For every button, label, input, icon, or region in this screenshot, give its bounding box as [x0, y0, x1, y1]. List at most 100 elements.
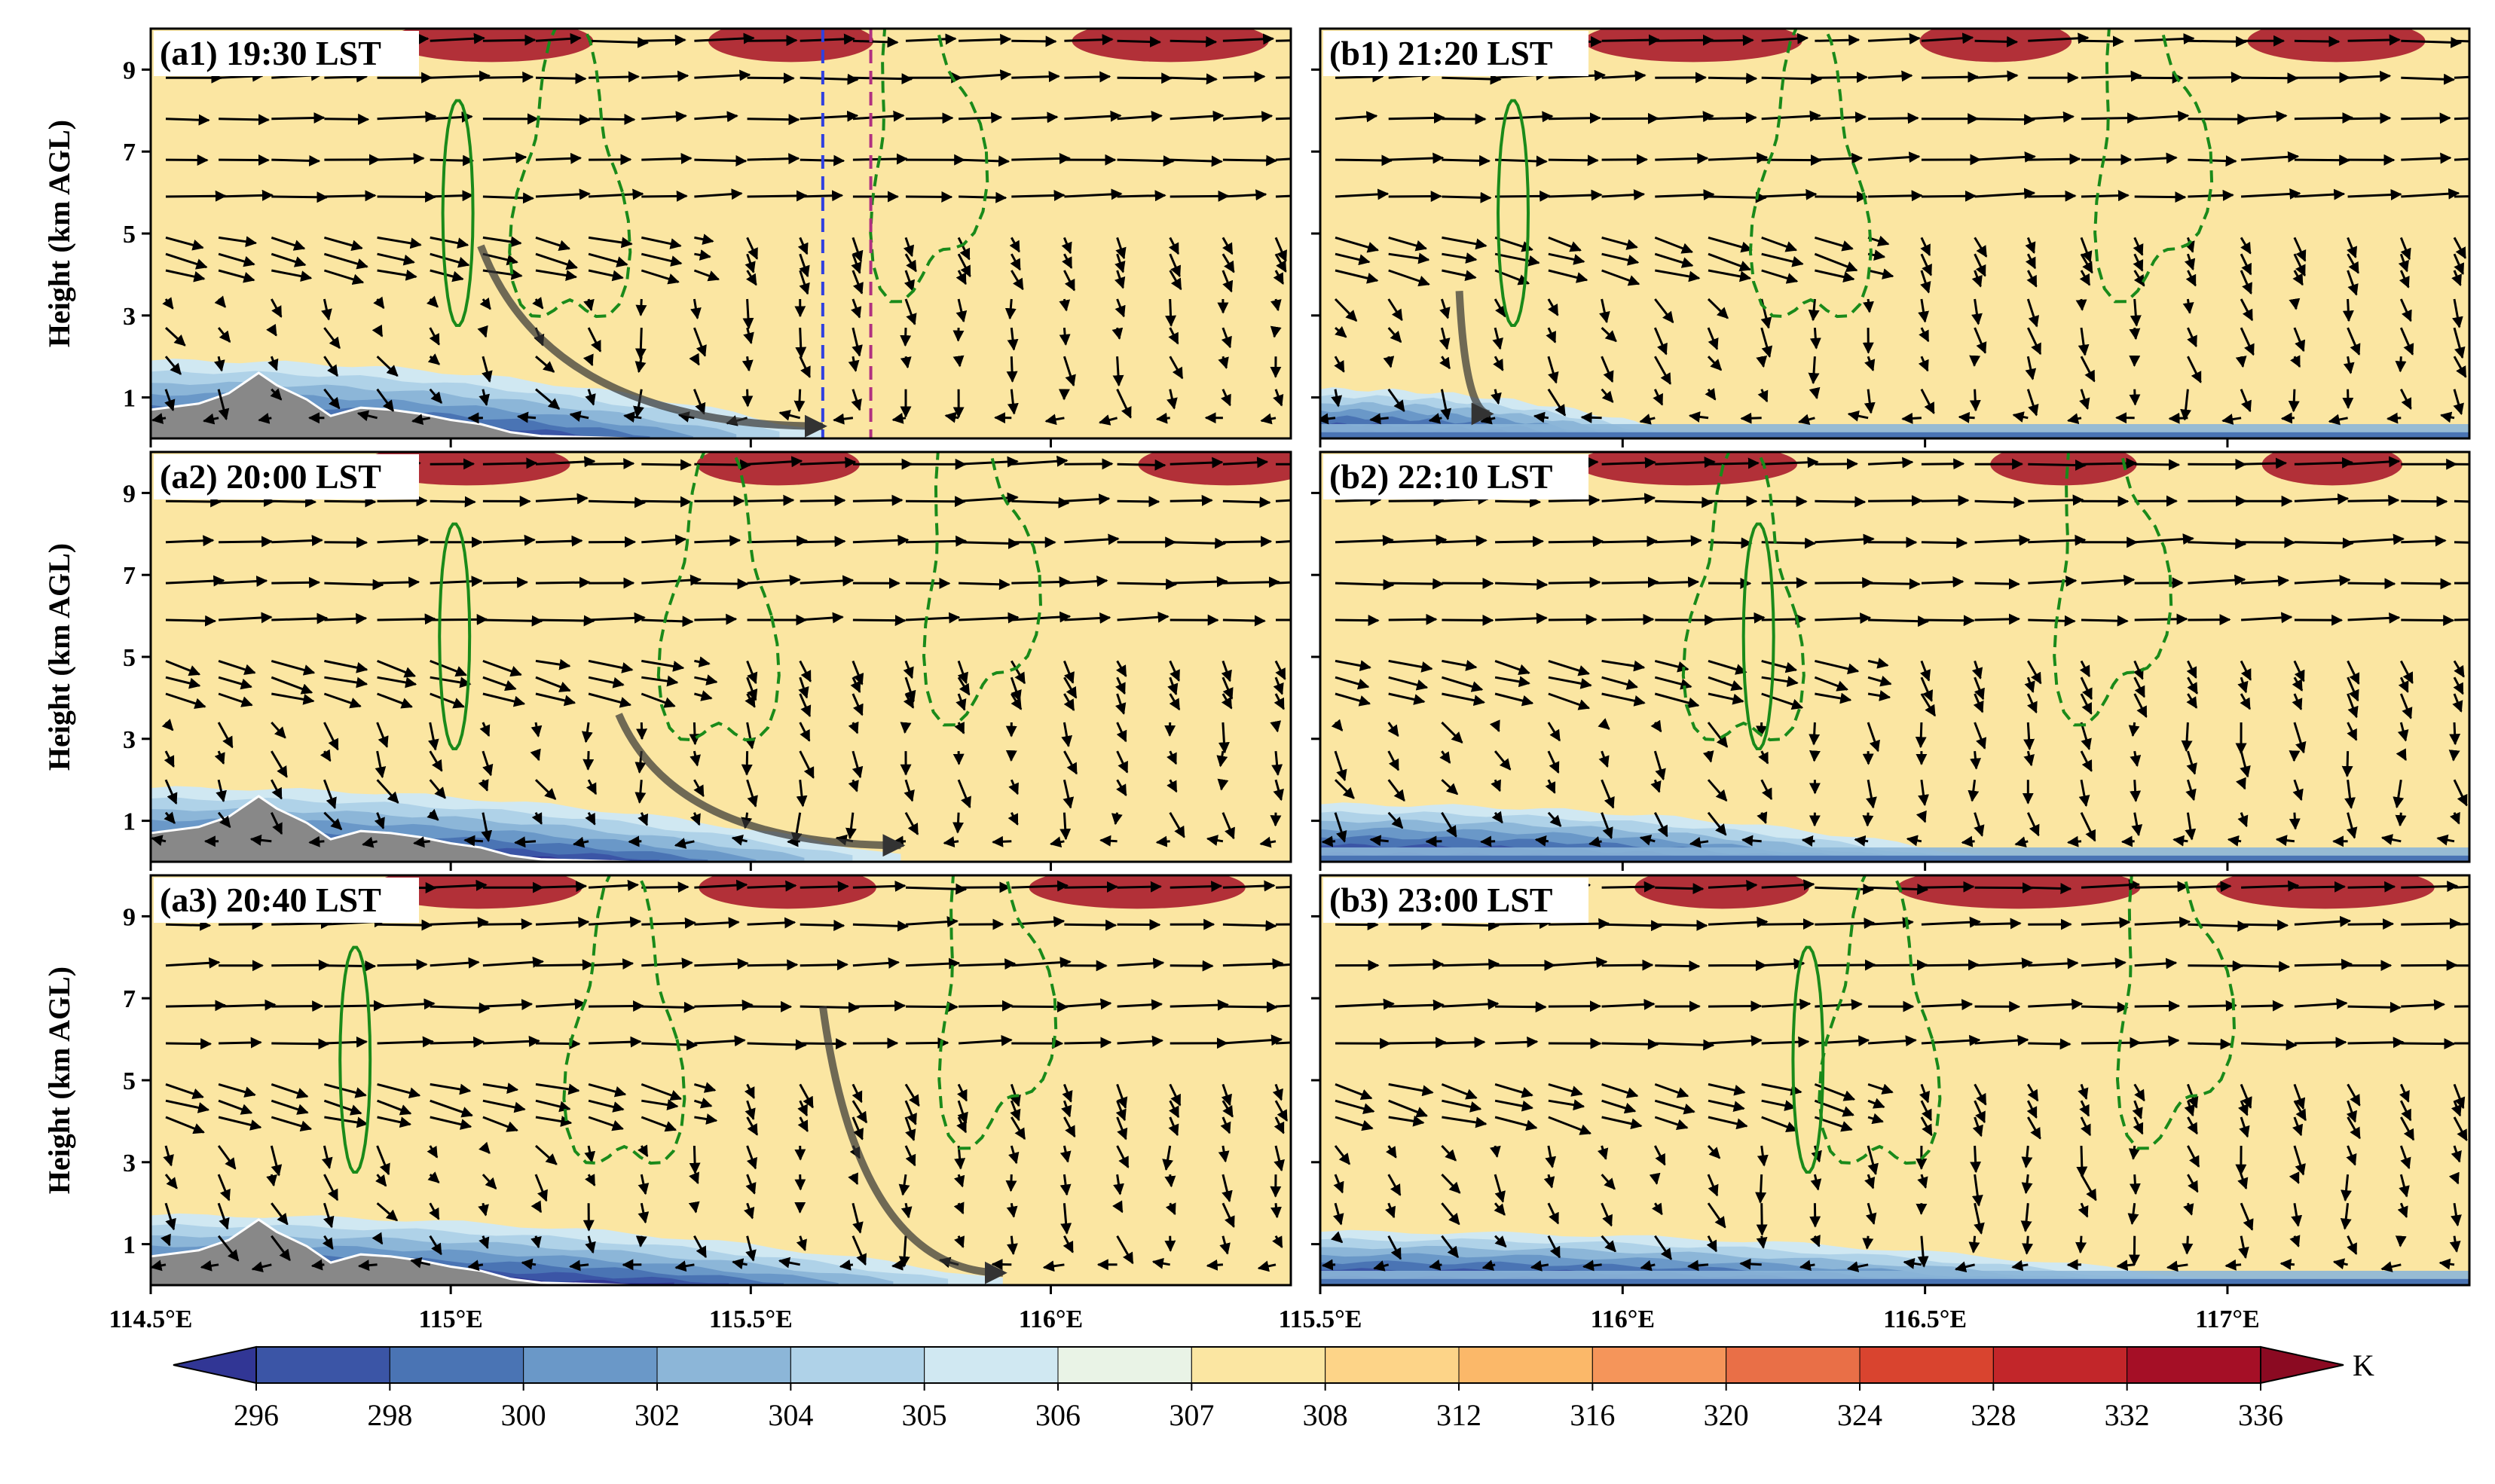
wind-vector [898, 1174, 910, 1196]
cloud-contour-dashed [508, 29, 632, 319]
wind-vector [1275, 39, 1291, 42]
panel-title-text: (a3) 20:40 LST [160, 881, 381, 919]
colorbar-tick-label: 302 [634, 1398, 680, 1432]
wind-vector [746, 1145, 758, 1170]
wind-vector [373, 296, 385, 310]
wind-vector [271, 1000, 324, 1012]
wind-vector [161, 1233, 171, 1247]
wind-vector [1061, 722, 1073, 747]
wind-vector [641, 615, 694, 627]
panel-title-text: (a1) 19:30 LST [160, 34, 381, 72]
wind-vector [904, 253, 917, 273]
wind-vector [1388, 111, 1445, 124]
wind-vector [1064, 188, 1123, 200]
wind-vector [799, 722, 811, 742]
wind-vector [376, 388, 395, 412]
wind-vector [1442, 252, 1478, 264]
wind-vector [1815, 959, 1876, 971]
wind-vector [797, 1116, 809, 1133]
wind-vector [745, 1100, 756, 1121]
wind-vector [429, 779, 446, 799]
wind-vector [1260, 413, 1277, 425]
wind-vector [1739, 1258, 1762, 1270]
wind-vector [1117, 999, 1163, 1011]
wind-vector [1335, 236, 1380, 253]
wind-vector [799, 750, 815, 779]
wind-vector [1442, 958, 1500, 970]
wind-vector [371, 324, 384, 337]
wind-vector [2134, 613, 2188, 625]
wind-vector [1011, 611, 1072, 623]
wind-vector [1114, 298, 1126, 318]
wind-vector [377, 576, 420, 588]
wind-vector [795, 328, 807, 359]
wind-vector [535, 152, 582, 164]
wind-vector [1116, 779, 1127, 797]
wind-vector [1011, 111, 1059, 124]
wind-vector [2347, 1037, 2405, 1049]
wind-vector [903, 237, 915, 258]
wind-vector [904, 811, 919, 835]
wind-vector [2224, 1259, 2242, 1271]
wind-vector [2398, 253, 2409, 273]
wind-vector [217, 327, 231, 343]
cloud-contour-solid [438, 522, 472, 750]
wind-vector [746, 1116, 759, 1136]
wind-vector [589, 458, 635, 470]
wind-vector [694, 234, 714, 246]
wind-vector [2188, 1038, 2232, 1050]
wind-vector [957, 660, 968, 685]
wind-vector [1655, 152, 1709, 164]
wind-vector [800, 919, 845, 931]
wind-vector [1971, 298, 1983, 325]
wind-vector [164, 1202, 176, 1231]
wind-vector [2134, 110, 2190, 122]
wind-vector [641, 1116, 677, 1132]
wind-vector [747, 456, 803, 468]
colorbar-tick-label: 296 [234, 1398, 279, 1432]
y-tick-label: 9 [123, 903, 136, 931]
wind-vector [323, 722, 339, 751]
colorbar-tick-label: 312 [1436, 1398, 1481, 1432]
wind-vector [1222, 576, 1280, 588]
wind-vector [641, 70, 689, 82]
wind-vector [693, 779, 705, 798]
wind-vector [2347, 112, 2392, 124]
wind-vector [1495, 579, 1549, 591]
wind-vector [430, 70, 491, 82]
wind-vector [376, 722, 389, 748]
wind-vector [900, 328, 912, 347]
wind-vector [2129, 327, 2141, 340]
wind-vector [249, 834, 272, 846]
panel-b1: (b1) 21:20 LST [1319, 27, 2471, 440]
wind-vector [535, 114, 591, 126]
wind-vector [1011, 496, 1070, 508]
panel-b2: (b2) 22:10 LST [1319, 450, 2471, 863]
wind-vector [271, 1099, 309, 1115]
wind-vector [200, 1260, 219, 1272]
wind-vector [956, 1116, 968, 1134]
wind-vector [1064, 34, 1114, 46]
wind-vector [1011, 880, 1069, 892]
wind-vector [430, 879, 488, 891]
wind-vector [1274, 1100, 1289, 1122]
wind-vector [745, 693, 756, 708]
wind-vector [478, 779, 489, 792]
wind-vector [323, 1174, 339, 1202]
wind-vector [323, 692, 362, 709]
wind-vector [482, 34, 537, 46]
wind-vector [321, 1145, 333, 1169]
wind-vector [1601, 269, 1640, 286]
wind-vector [1335, 188, 1390, 200]
wind-vector [956, 1083, 968, 1102]
wind-vector [1116, 1235, 1134, 1265]
panel-title-bg [154, 31, 419, 76]
wind-vector [477, 325, 488, 338]
wind-vector [2188, 881, 2232, 893]
wind-vector [376, 1145, 390, 1176]
panel-title-text: (a2) 20:00 LST [160, 457, 381, 496]
wind-vector [165, 676, 201, 689]
wind-vector [1007, 327, 1019, 351]
wind-vector [2293, 253, 2306, 277]
wind-vector [271, 1038, 330, 1050]
